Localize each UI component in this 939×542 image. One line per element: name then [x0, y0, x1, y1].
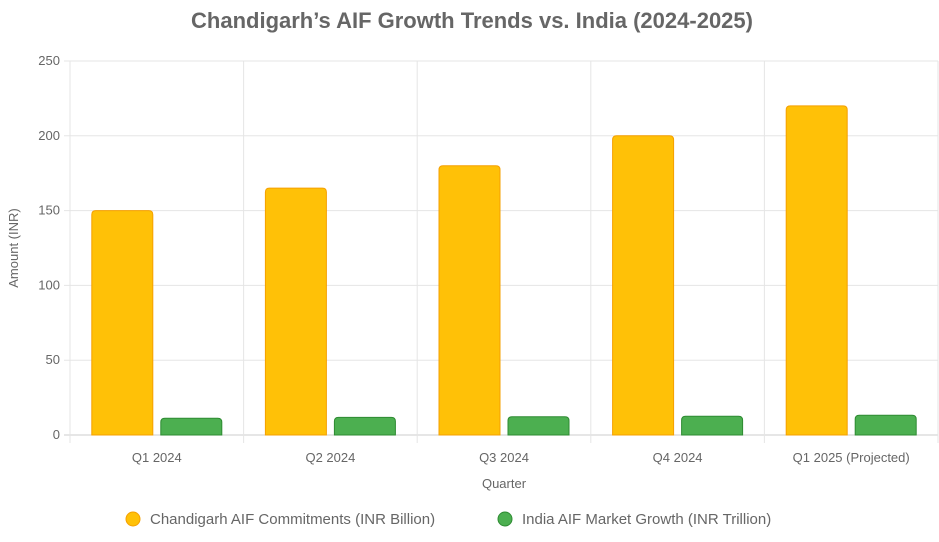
x-tick-label: Q1 2024 [132, 450, 182, 465]
bar-india [333, 416, 396, 436]
bar-chandigarh [612, 135, 675, 436]
bar-chandigarh [785, 105, 848, 436]
legend-label: Chandigarh AIF Commitments (INR Billion) [150, 511, 435, 528]
legend-marker-icon [125, 511, 141, 527]
legend: Chandigarh AIF Commitments (INR Billion)… [125, 511, 771, 528]
legend-marker-icon [497, 511, 513, 527]
y-tick-label: 200 [38, 128, 60, 143]
chart-title: Chandigarh’s AIF Growth Trends vs. India… [191, 8, 753, 33]
bar-india [854, 414, 917, 436]
y-tick-label: 0 [53, 427, 60, 442]
bar-india [160, 417, 223, 436]
x-tick-label: Q2 2024 [305, 450, 355, 465]
x-tick-label: Q1 2025 (Projected) [793, 450, 910, 465]
y-axis-label: Amount (INR) [6, 208, 21, 287]
x-tick-label: Q4 2024 [653, 450, 703, 465]
bars [91, 105, 917, 436]
grid [64, 60, 939, 443]
bar-india [681, 415, 744, 436]
x-tick-labels: Q1 2024 Q2 2024 Q3 2024 Q4 2024 Q1 2025 (Pro… [132, 450, 910, 465]
y-tick-label: 100 [38, 277, 60, 292]
y-tick-label: 150 [38, 203, 60, 218]
x-tick-label: Q3 2024 [479, 450, 529, 465]
bar-chandigarh [438, 165, 501, 436]
bar-india [507, 416, 570, 436]
bar-chandigarh [91, 210, 154, 436]
x-axis-label: Quarter [482, 476, 527, 491]
y-tick-labels: 0 50 100 150 200 250 [38, 53, 60, 442]
legend-label: India AIF Market Growth (INR Trillion) [522, 511, 771, 528]
bar-chandigarh [264, 187, 327, 436]
y-tick-label: 250 [38, 53, 60, 68]
y-tick-label: 50 [46, 352, 60, 367]
